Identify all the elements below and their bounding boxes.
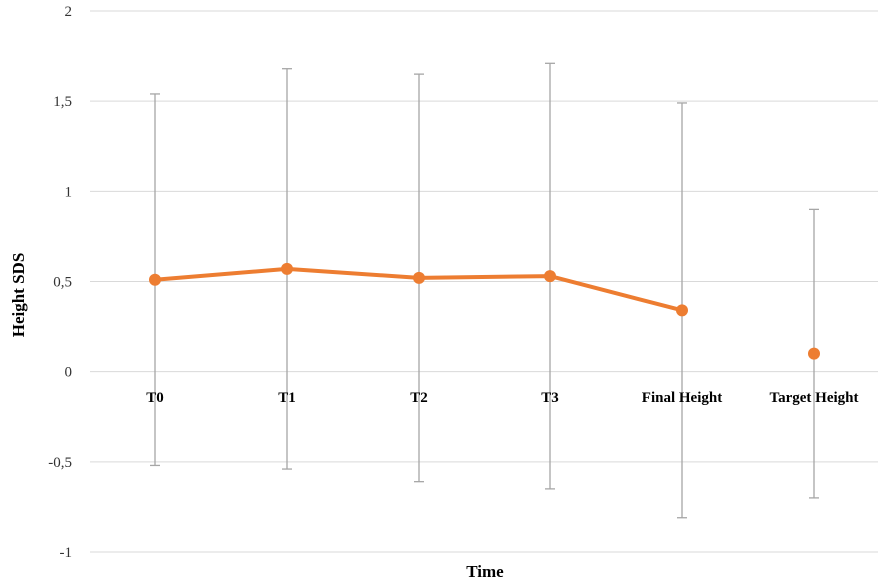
y-tick-label: 1 — [65, 184, 73, 200]
x-tick-label: T1 — [278, 390, 296, 406]
y-tick-label: -0,5 — [48, 455, 72, 471]
y-tick-labels: -1 -0,5 0 0,5 1 1,5 2 — [48, 4, 72, 561]
x-tick-label: Final Height — [642, 390, 722, 406]
x-tick-label: T0 — [146, 390, 164, 406]
data-point — [149, 273, 161, 286]
x-tick-label: T3 — [541, 390, 559, 406]
error-bars — [150, 62, 819, 519]
x-axis-title: Time — [466, 562, 504, 581]
x-tick-labels: T0 T1 T2 T3 Final Height Target Height — [146, 390, 858, 406]
data-point — [413, 271, 425, 284]
y-tick-label: 0 — [65, 365, 73, 381]
x-tick-label: Target Height — [769, 390, 858, 406]
data-point — [808, 347, 820, 360]
y-tick-label: 0,5 — [53, 275, 72, 291]
y-tick-label: 1,5 — [53, 94, 72, 110]
data-point — [544, 270, 556, 283]
y-tick-label: -1 — [60, 545, 73, 561]
gridlines — [90, 10, 878, 553]
data-points — [149, 262, 820, 360]
y-tick-label: 2 — [65, 4, 73, 20]
x-tick-label: T2 — [410, 390, 428, 406]
data-point — [676, 304, 688, 317]
data-point — [281, 262, 293, 275]
y-axis-title: Height SDS — [9, 253, 28, 338]
